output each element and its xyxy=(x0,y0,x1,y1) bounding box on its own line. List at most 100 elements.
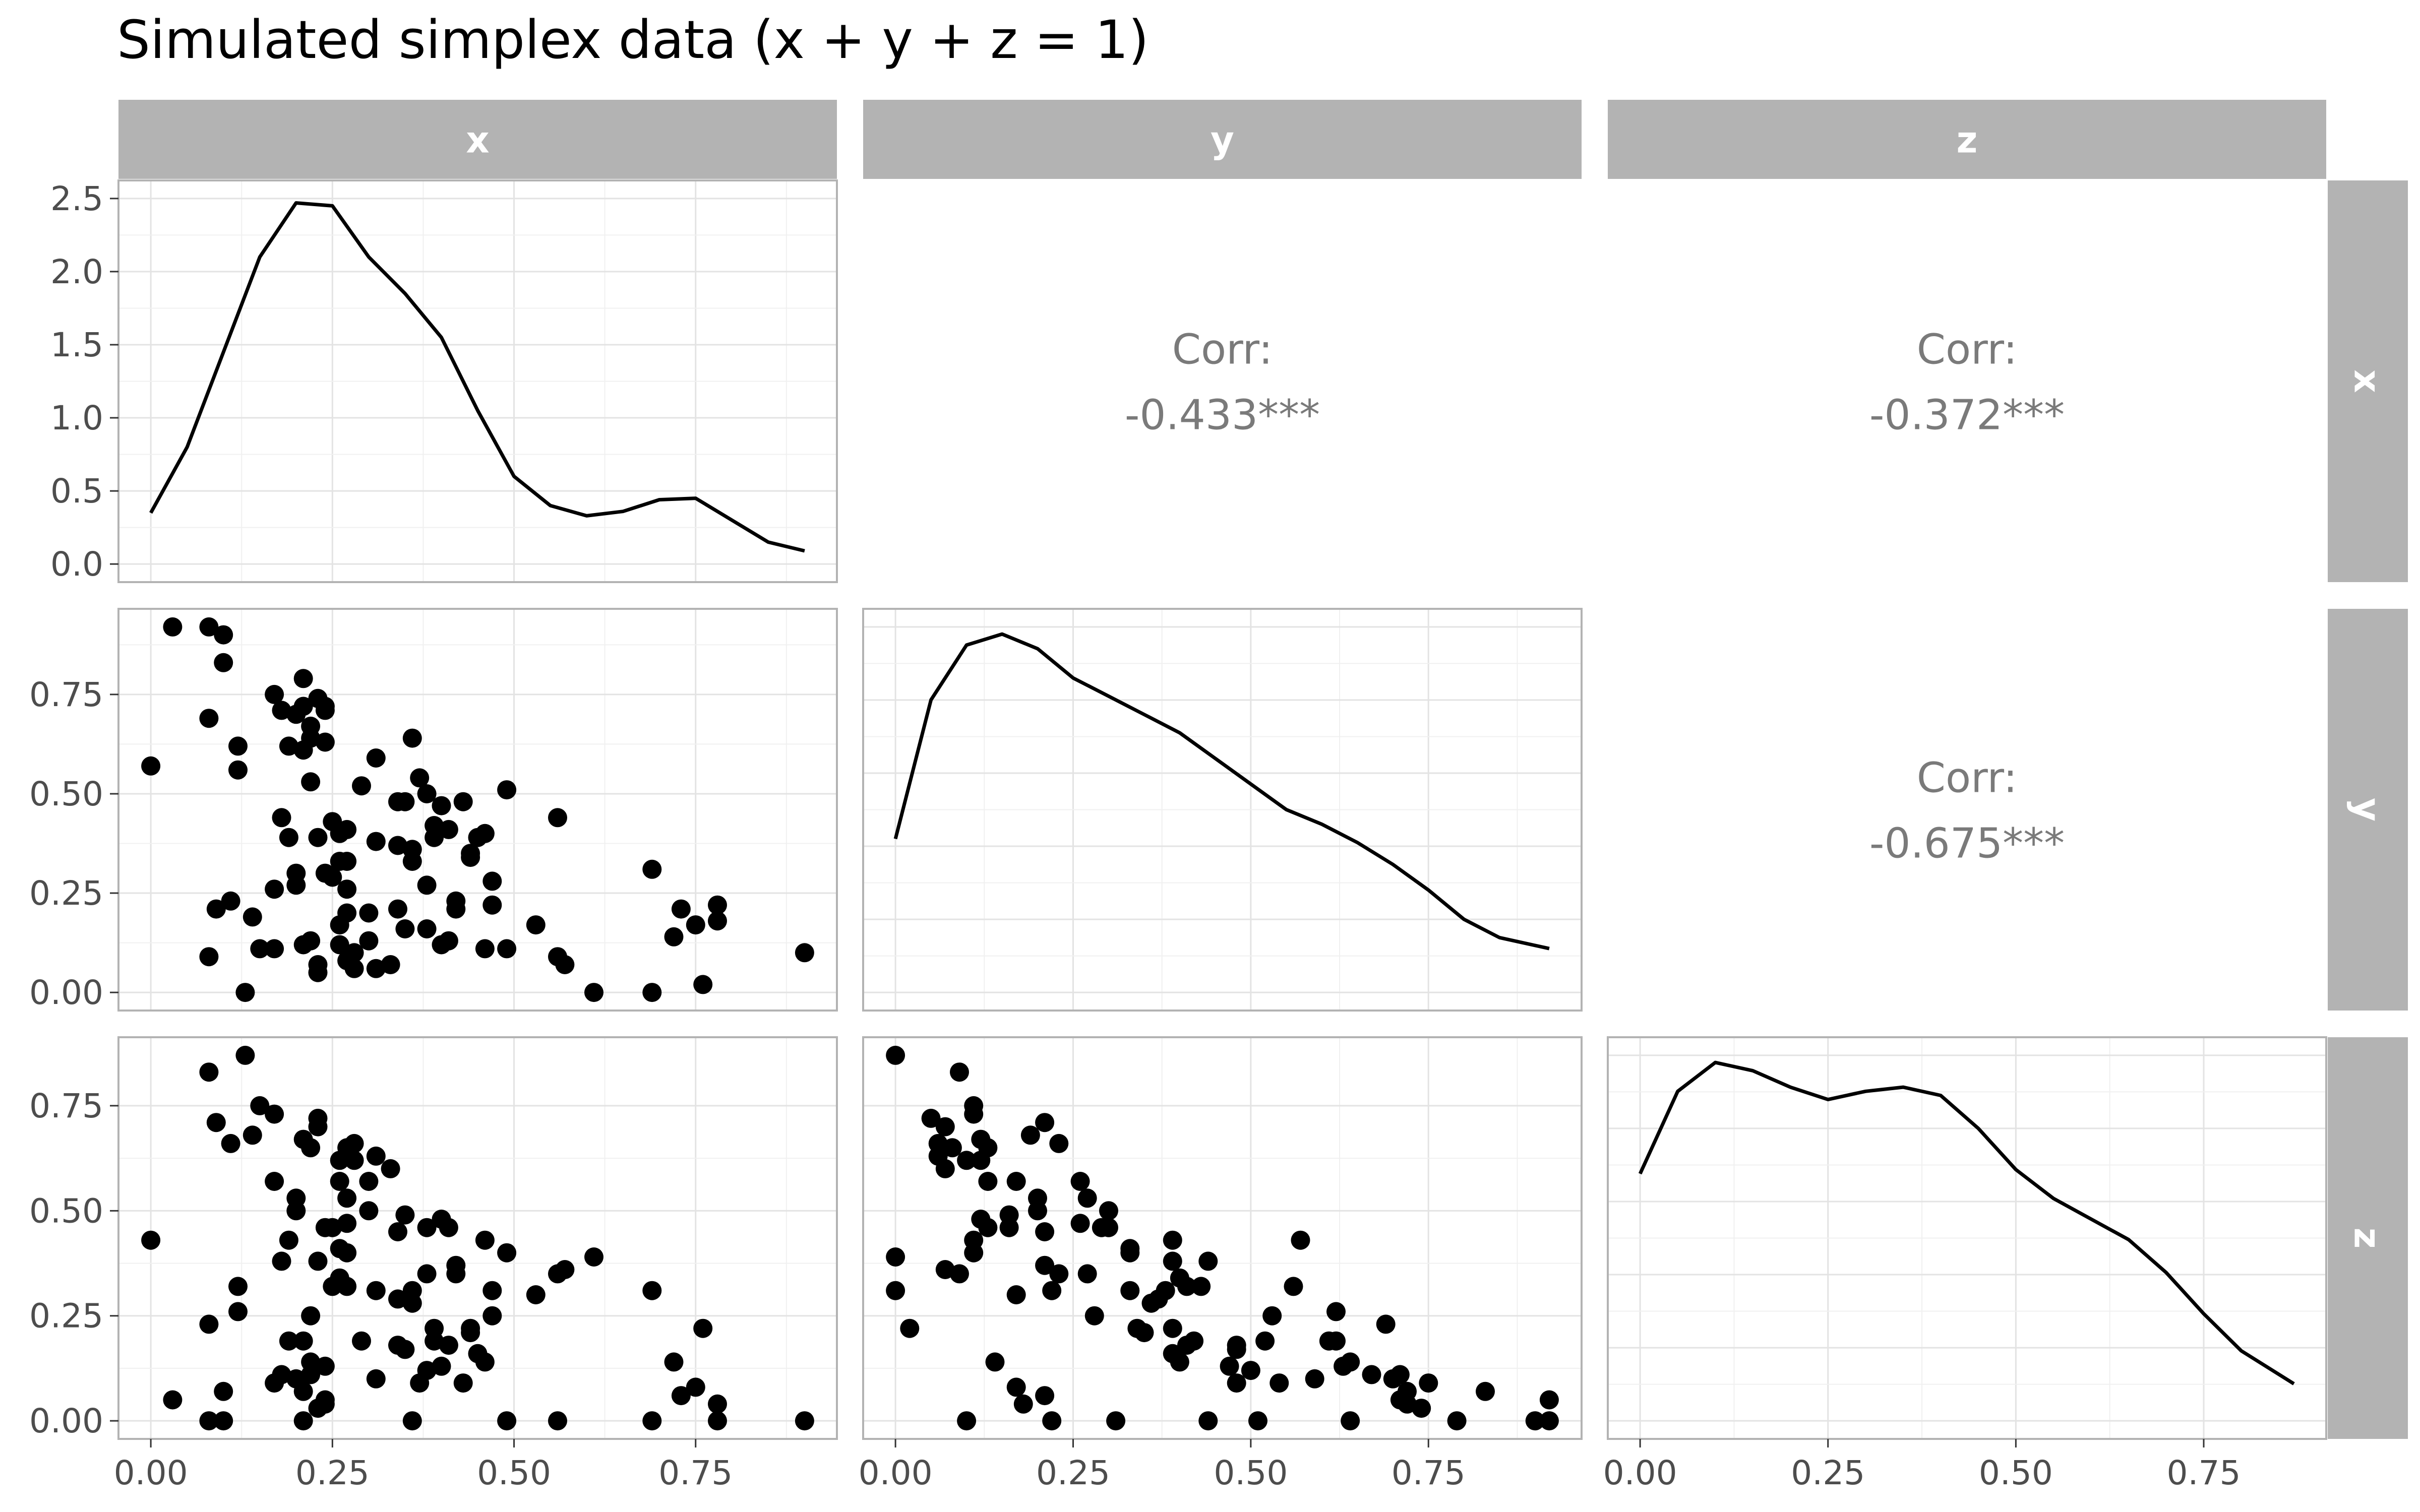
data-point xyxy=(555,1260,575,1279)
panel-x-z-corr-value: -0.372*** xyxy=(1869,392,2065,439)
data-point xyxy=(286,863,306,883)
data-point xyxy=(1006,1285,1026,1304)
data-point xyxy=(482,895,502,915)
y-tick-label: 0.50 xyxy=(29,775,103,813)
data-point xyxy=(1334,1356,1353,1376)
panel-z-x xyxy=(117,1036,838,1440)
data-point xyxy=(265,879,284,899)
data-point xyxy=(1220,1356,1239,1376)
data-point xyxy=(286,1201,306,1221)
data-point xyxy=(381,1159,400,1178)
y-tick-label: 0.0 xyxy=(50,545,103,584)
data-point xyxy=(330,935,349,955)
x-tick-label: 0.25 xyxy=(1791,1454,1865,1492)
y-tick-label: 0.75 xyxy=(29,1087,103,1125)
data-point xyxy=(359,903,379,923)
data-point xyxy=(395,919,415,938)
data-point xyxy=(301,931,321,951)
data-point xyxy=(1077,1264,1097,1284)
data-point xyxy=(293,1331,313,1351)
data-point xyxy=(243,907,262,927)
data-point xyxy=(337,879,357,899)
data-point xyxy=(402,1411,422,1431)
data-point xyxy=(1042,1281,1062,1300)
data-point xyxy=(985,1352,1005,1372)
data-point xyxy=(381,955,400,974)
data-point xyxy=(971,1151,991,1170)
data-point xyxy=(214,625,233,645)
data-point xyxy=(548,808,567,828)
data-point xyxy=(1198,1411,1218,1431)
data-point xyxy=(900,1318,920,1338)
data-point xyxy=(272,808,291,828)
y-tick-label: 1.0 xyxy=(50,399,103,437)
data-point xyxy=(265,1104,284,1124)
panel-y-x xyxy=(117,608,838,1012)
data-point xyxy=(708,911,727,931)
data-point xyxy=(235,983,255,1002)
data-point xyxy=(337,1243,357,1263)
data-point xyxy=(935,1260,955,1279)
data-point xyxy=(301,772,321,792)
data-point xyxy=(337,1188,357,1208)
data-point xyxy=(214,653,233,672)
data-point xyxy=(1035,1113,1055,1132)
row-strip-label-x: x xyxy=(2346,369,2389,393)
panel-z-z-border xyxy=(1607,1036,2327,1440)
data-point xyxy=(964,1243,984,1263)
data-point xyxy=(425,1318,444,1338)
data-point xyxy=(921,1108,941,1128)
data-point xyxy=(1092,1218,1111,1237)
data-point xyxy=(199,1411,219,1431)
data-point xyxy=(1326,1302,1346,1321)
y-tick-label: 0.50 xyxy=(29,1191,103,1230)
data-point xyxy=(425,828,444,847)
data-point xyxy=(344,1151,364,1170)
data-point xyxy=(1049,1133,1069,1153)
data-point xyxy=(935,1159,955,1178)
column-strip-label-y: y xyxy=(1211,119,1234,161)
data-point xyxy=(272,1365,291,1384)
data-point xyxy=(886,1247,905,1267)
data-point xyxy=(388,1222,407,1241)
data-point xyxy=(402,1281,422,1300)
data-point xyxy=(206,899,226,919)
data-point xyxy=(366,748,386,768)
data-point xyxy=(1341,1411,1360,1431)
data-point xyxy=(461,1323,480,1343)
data-point xyxy=(1419,1373,1438,1393)
data-point xyxy=(359,931,379,951)
data-point xyxy=(584,1247,603,1267)
data-point xyxy=(1099,1201,1118,1221)
data-point xyxy=(395,792,415,811)
density-line-x xyxy=(149,201,805,553)
panel-y-z-corr-label: Corr: xyxy=(1917,754,2018,802)
data-point xyxy=(395,1340,415,1359)
data-point xyxy=(482,1281,502,1300)
data-point xyxy=(199,1062,219,1082)
row-strip-z xyxy=(2328,1037,2408,1439)
data-point xyxy=(388,899,407,919)
data-point xyxy=(1476,1381,1495,1401)
data-point xyxy=(1070,1172,1090,1191)
data-point xyxy=(439,931,458,951)
data-point xyxy=(214,1411,233,1431)
data-point xyxy=(1248,1411,1267,1431)
panel-x-x xyxy=(117,179,838,583)
data-point xyxy=(664,1352,684,1372)
data-point xyxy=(315,701,335,720)
data-point xyxy=(671,1386,691,1406)
data-point xyxy=(366,1146,386,1166)
data-point xyxy=(228,1277,248,1296)
column-strip-y xyxy=(863,100,1582,179)
data-point xyxy=(664,927,684,947)
data-point xyxy=(1262,1306,1282,1326)
data-point xyxy=(410,768,430,788)
data-point xyxy=(388,1289,407,1309)
data-point xyxy=(265,1172,284,1191)
data-point xyxy=(439,820,458,839)
data-point xyxy=(301,716,321,736)
data-point xyxy=(1134,1323,1154,1343)
data-point xyxy=(272,701,291,720)
data-point xyxy=(359,1172,379,1191)
